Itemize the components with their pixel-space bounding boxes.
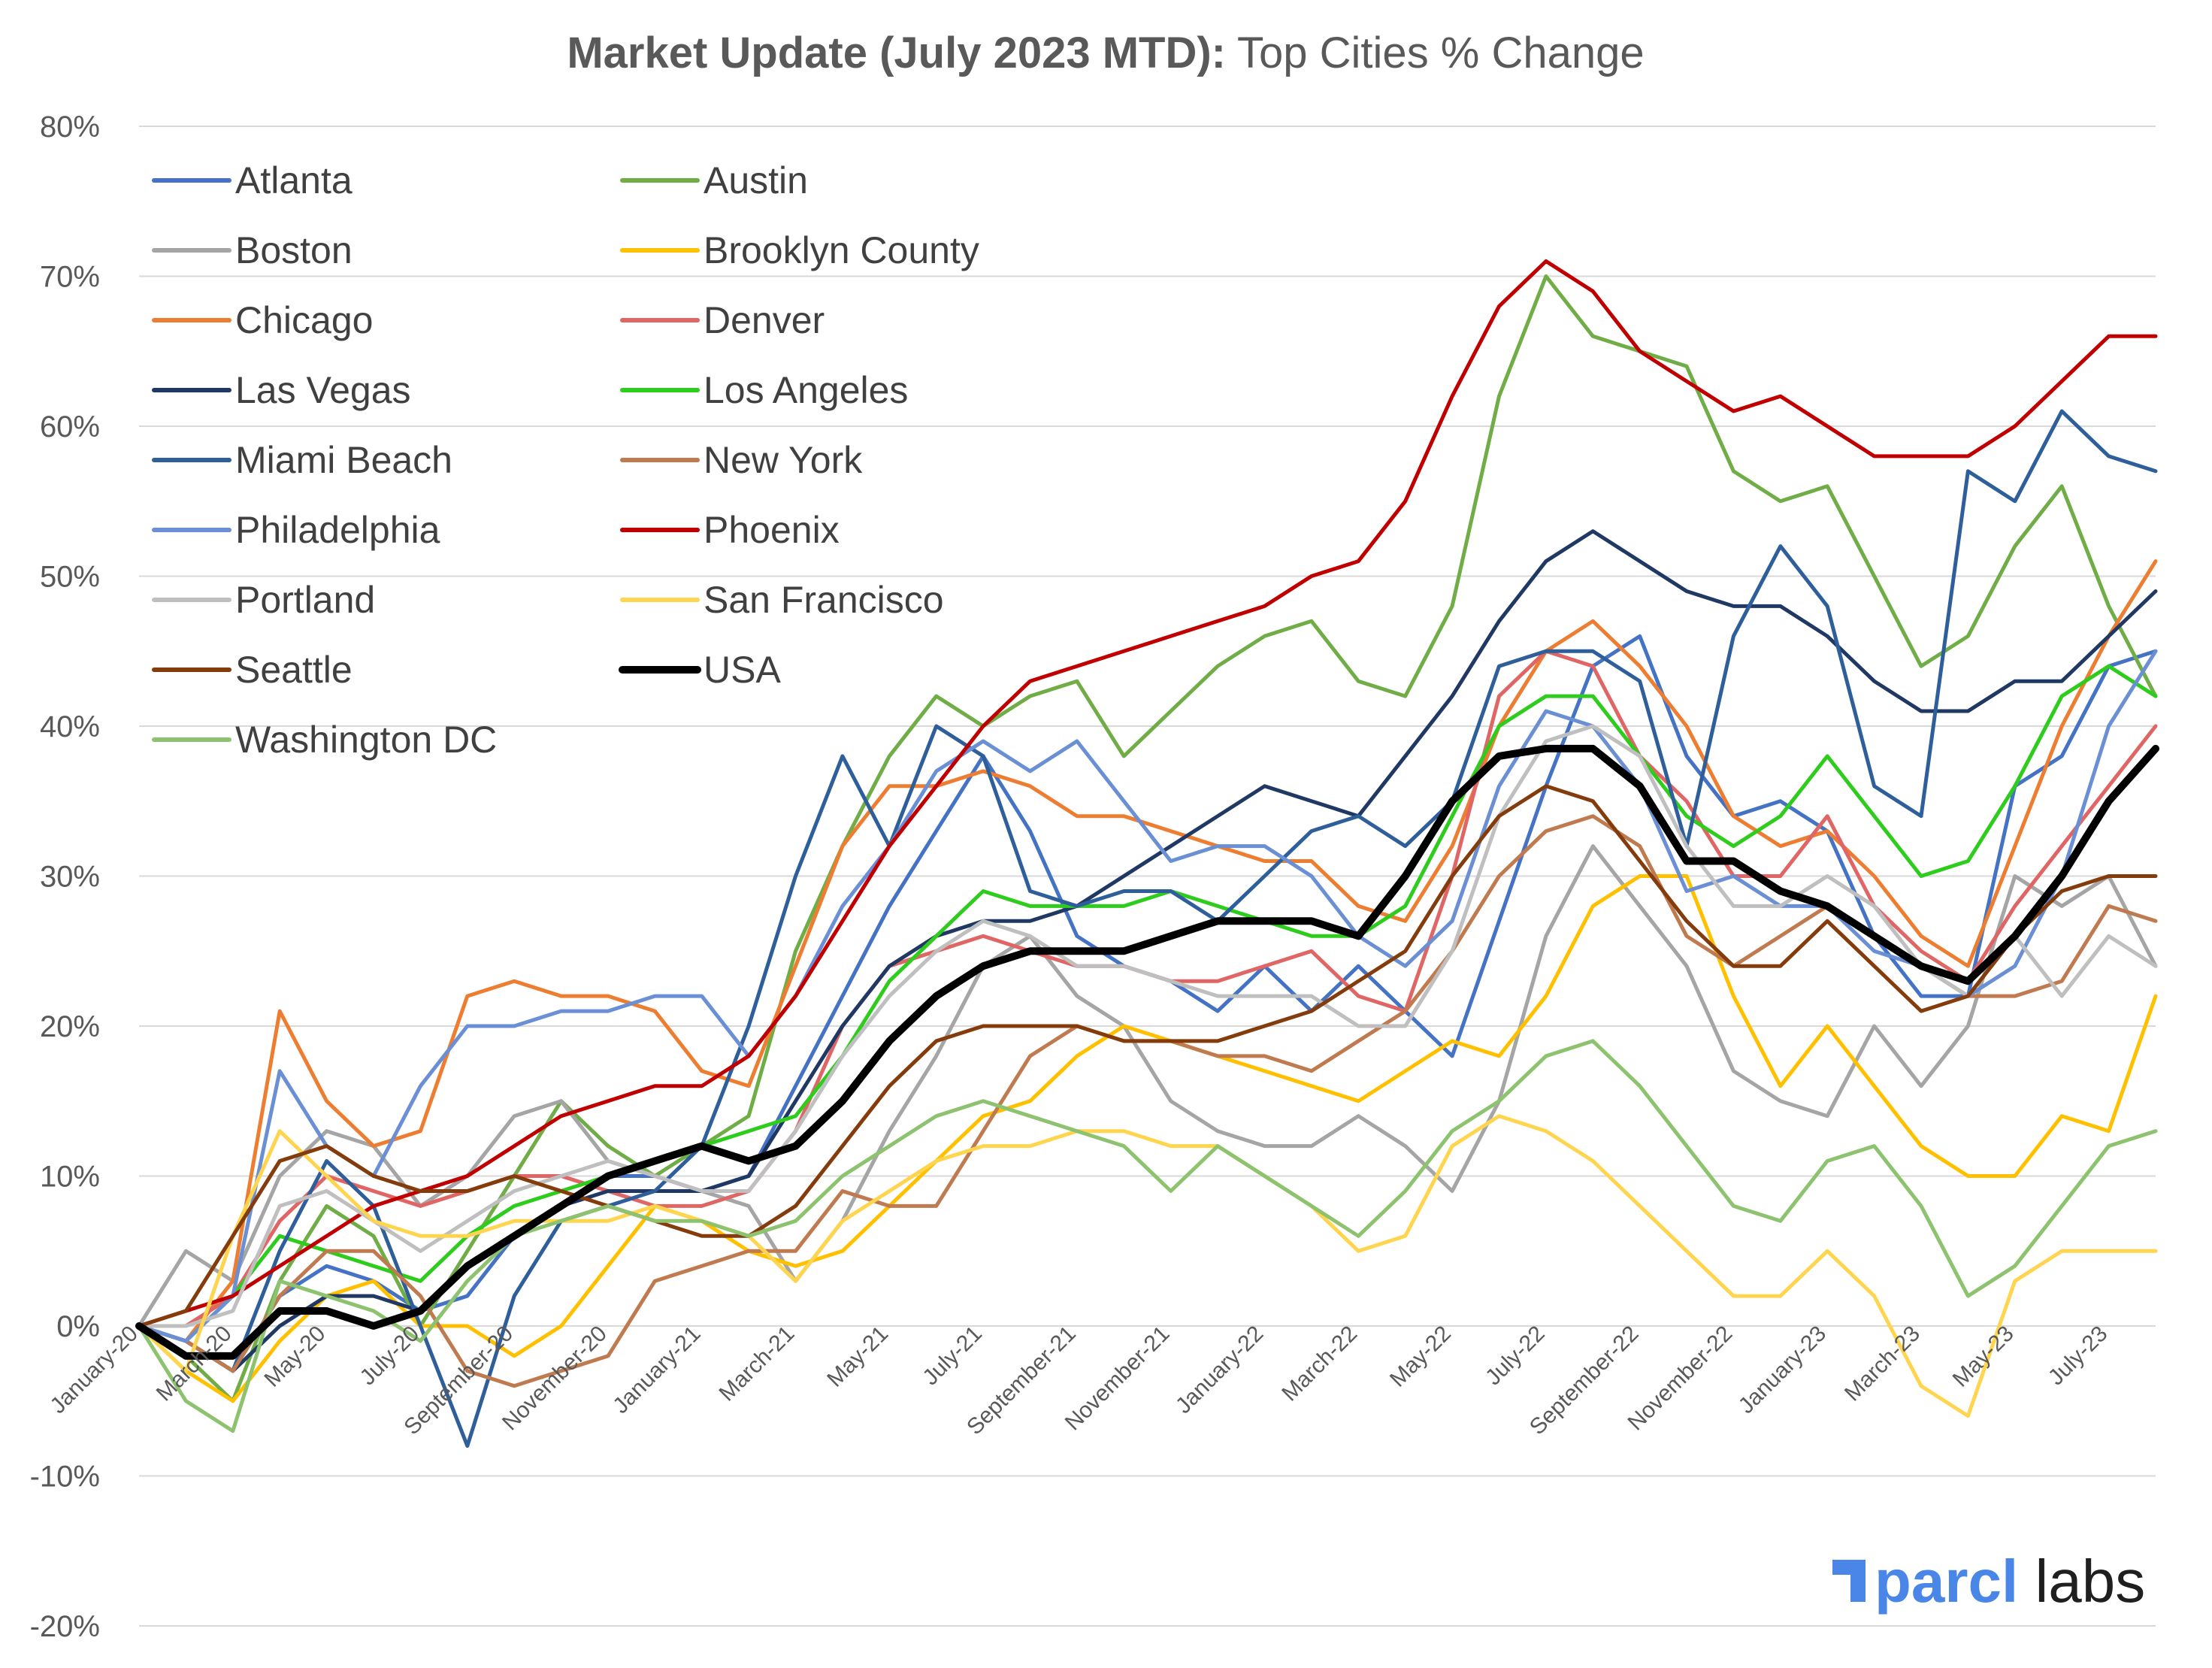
chart-title-bold: Market Update (July 2023 MTD): xyxy=(567,29,1226,77)
series-line-brooklyn-county xyxy=(137,874,2158,1403)
series-line-san-francisco xyxy=(137,1114,2158,1418)
legend-label-seattle: Seattle xyxy=(235,649,353,691)
legend-label-portland: Portland xyxy=(235,579,375,621)
legend-label-philadelphia: Philadelphia xyxy=(235,509,440,551)
y-tick-label: -20% xyxy=(30,1610,100,1643)
series-line-los-angeles xyxy=(137,664,2158,1343)
legend-label-austin: Austin xyxy=(704,159,808,201)
legend-label-usa: USA xyxy=(704,649,781,691)
legend-label-las-vegas: Las Vegas xyxy=(235,369,411,411)
series-line-miami-beach xyxy=(137,409,2158,1449)
y-tick-label: 40% xyxy=(40,710,100,743)
legend-label-chicago: Chicago xyxy=(235,299,373,341)
parcl-labs-logo: parcl labs xyxy=(1832,1548,2145,1615)
y-tick-label: 60% xyxy=(40,410,100,443)
y-tick-label: 80% xyxy=(40,110,100,144)
legend-label-miami-beach: Miami Beach xyxy=(235,439,452,481)
legend: Atlanta Austin Boston Brooklyn County Chicag… xyxy=(152,159,979,761)
series-line-austin xyxy=(137,274,2158,1403)
chart-title: Market Update (July 2023 MTD): Top Citie… xyxy=(567,29,1644,77)
series-line-boston xyxy=(137,844,2158,1328)
legend-label-atlanta: Atlanta xyxy=(235,159,353,201)
parcl-logo-rest: labs xyxy=(2018,1548,2145,1615)
gridlines xyxy=(139,126,2156,1627)
legend-label-denver: Denver xyxy=(704,299,825,341)
y-tick-label: 70% xyxy=(40,261,100,294)
legend-label-phoenix: Phoenix xyxy=(704,509,840,551)
legend-label-brooklyn-county: Brooklyn County xyxy=(704,229,979,271)
y-tick-label: 30% xyxy=(40,861,100,894)
parcl-logo-mark-icon xyxy=(1832,1560,1866,1602)
series-line-chicago xyxy=(137,559,2158,1343)
series-line-usa xyxy=(135,744,2159,1360)
chart-title-rest: Top Cities % Change xyxy=(1226,29,1645,77)
parcl-logo-text: parcl labs xyxy=(1875,1548,2145,1615)
series-line-washington-dc xyxy=(137,1039,2158,1433)
legend-label-boston: Boston xyxy=(235,229,353,271)
legend-label-san-francisco: San Francisco xyxy=(704,579,944,621)
y-tick-label: -10% xyxy=(30,1461,100,1494)
y-tick-label: 50% xyxy=(40,561,100,594)
series-line-seattle xyxy=(137,784,2158,1328)
y-tick-label: 20% xyxy=(40,1010,100,1043)
series-lines xyxy=(135,259,2159,1449)
legend-label-washington-dc: Washington DC xyxy=(235,719,497,761)
series-line-portland xyxy=(137,724,2158,1328)
legend-label-new-york: New York xyxy=(704,439,863,481)
y-tick-label: 0% xyxy=(56,1310,100,1343)
parcl-logo-bold: parcl xyxy=(1875,1548,2018,1615)
legend-label-los-angeles: Los Angeles xyxy=(704,369,908,411)
y-axis-ticks: -20% -10% 0% 10% 20% 30% 40% 50% 60% 70% 80% xyxy=(30,110,100,1643)
y-tick-label: 10% xyxy=(40,1161,100,1194)
series-line-phoenix xyxy=(137,259,2158,1328)
